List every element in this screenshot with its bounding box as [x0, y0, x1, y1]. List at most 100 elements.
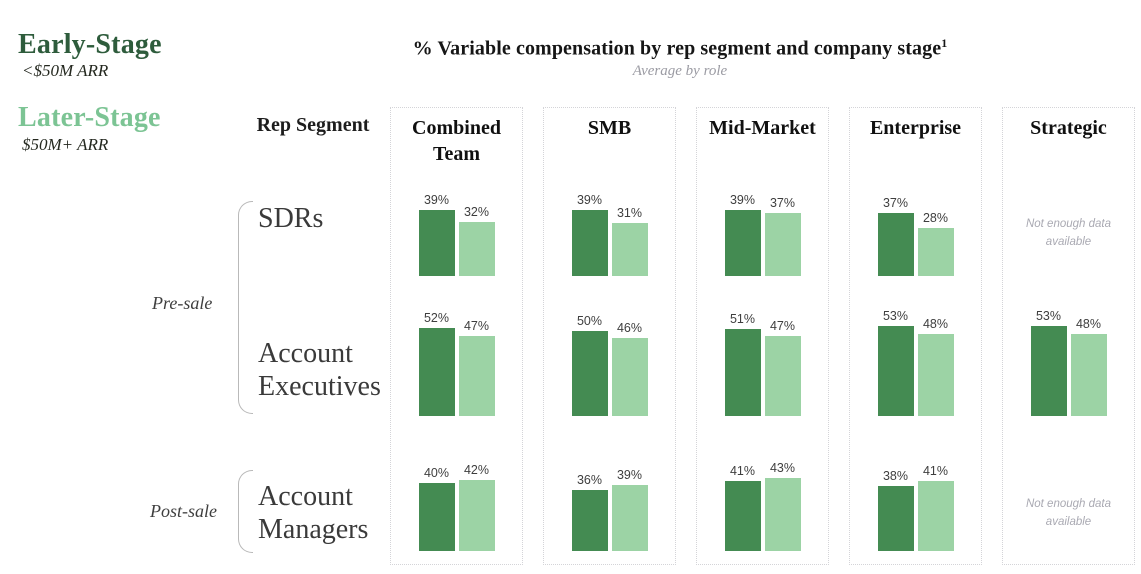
bar-later-stage — [611, 485, 648, 551]
bar-early-stage — [724, 481, 761, 551]
bar-early-stage — [724, 329, 761, 416]
bar-value-label: 37% — [769, 196, 796, 210]
bar-early-stage — [418, 210, 455, 276]
bar-group: 53% 48% — [850, 309, 981, 416]
group-label-post-sale: Post-sale — [150, 501, 217, 521]
bar-later-stage — [458, 336, 495, 416]
bar-group: 37% 28% — [850, 196, 981, 276]
column-mid-market: Mid-Market 39% 37% 51% 47% 41% 43% — [696, 107, 829, 565]
bar-value-label: 47% — [769, 319, 796, 333]
bar-group: 36% 39% — [544, 468, 675, 551]
pre-sale-bracket — [238, 201, 253, 414]
bar-value-label: 50% — [576, 314, 603, 328]
bar-wrap: 36% — [571, 473, 608, 551]
bar-value-label: 31% — [616, 206, 643, 220]
bar-later-stage — [917, 481, 954, 551]
bar-group: 41% 43% — [697, 461, 828, 551]
bar-wrap: 37% — [764, 196, 801, 276]
bar-group: 40% 42% — [391, 463, 522, 551]
bar-value-label: 42% — [463, 463, 490, 477]
no-data-text: Not enough data available — [1025, 498, 1112, 528]
stage-legend: Early-Stage <$50M ARR Later-Stage $50M+ … — [18, 30, 162, 155]
bar-later-stage — [458, 480, 495, 551]
column-header: Combined Team — [412, 117, 501, 165]
column-combined-team: Combined Team 39% 32% 52% 47% 40% 42% — [390, 107, 523, 565]
bar-group: 39% 37% — [697, 193, 828, 276]
bar-later-stage — [611, 223, 648, 276]
bar-value-label: 36% — [576, 473, 603, 487]
bar-wrap: 39% — [418, 193, 455, 276]
bar-wrap: 46% — [611, 321, 648, 416]
bar-value-label: 52% — [423, 311, 450, 325]
bar-value-label: 43% — [769, 461, 796, 475]
bar-wrap: 43% — [764, 461, 801, 551]
bar-wrap: 41% — [917, 464, 954, 551]
bar-value-label: 51% — [729, 312, 756, 326]
bar-value-label: 40% — [423, 466, 450, 480]
bar-wrap: 50% — [571, 314, 608, 416]
bar-value-label: 53% — [1035, 309, 1062, 323]
bar-later-stage — [917, 228, 954, 276]
bar-group: 38% 41% — [850, 464, 981, 551]
bar-wrap: 39% — [611, 468, 648, 551]
legend-early-stage-range: <$50M ARR — [22, 61, 109, 81]
bar-group: 39% 31% — [544, 193, 675, 276]
bar-wrap: 53% — [877, 309, 914, 416]
bar-value-label: 47% — [463, 319, 490, 333]
bar-later-stage — [917, 334, 954, 416]
bar-later-stage — [458, 222, 495, 276]
bar-early-stage — [571, 331, 608, 416]
bar-value-label: 32% — [463, 205, 490, 219]
rep-segment-header: Rep Segment — [256, 114, 370, 136]
chart-subtitle: Average by role — [632, 62, 728, 79]
bar-early-stage — [418, 483, 455, 551]
bar-wrap: 51% — [724, 312, 761, 416]
bar-value-label: 41% — [922, 464, 949, 478]
bar-early-stage — [877, 326, 914, 416]
bar-wrap: 37% — [877, 196, 914, 276]
bar-wrap: 47% — [764, 319, 801, 416]
group-label-pre-sale: Pre-sale — [152, 293, 213, 313]
bar-wrap: 28% — [917, 211, 954, 276]
bar-wrap: 52% — [418, 311, 455, 416]
bar-wrap: 31% — [611, 206, 648, 276]
row-label-account-executives: Account Executives — [258, 338, 381, 403]
bar-value-label: 39% — [616, 468, 643, 482]
legend-later-stage-range: $50M+ ARR — [22, 134, 109, 154]
no-data-text: Not enough data available — [1025, 218, 1112, 248]
bar-later-stage — [764, 336, 801, 416]
bar-wrap: 47% — [458, 319, 495, 416]
chart-title-text: % Variable compensation by rep segment a… — [412, 37, 942, 60]
bar-value-label: 48% — [922, 317, 949, 331]
bar-later-stage — [764, 478, 801, 551]
bar-wrap: 41% — [724, 464, 761, 551]
bar-wrap: 38% — [877, 469, 914, 551]
bar-wrap: 39% — [571, 193, 608, 276]
bar-later-stage — [611, 338, 648, 416]
footnote-marker: 1 — [941, 36, 948, 50]
bar-value-label: 39% — [423, 193, 450, 207]
bar-wrap: 53% — [1030, 309, 1067, 416]
bar-later-stage — [764, 213, 801, 276]
column-strategic: Strategic Not enough data available 53% 48%… — [1002, 107, 1135, 565]
bar-value-label: 41% — [729, 464, 756, 478]
bar-wrap: 40% — [418, 466, 455, 551]
bar-group: 50% 46% — [544, 314, 675, 416]
bar-wrap: 39% — [724, 193, 761, 276]
bar-value-label: 48% — [1075, 317, 1102, 331]
bar-value-label: 46% — [616, 321, 643, 335]
bar-value-label: 28% — [922, 211, 949, 225]
bar-group: 52% 47% — [391, 311, 522, 416]
legend-early-stage-label: Early-Stage — [18, 29, 162, 60]
column-header: Strategic — [1030, 117, 1107, 139]
post-sale-bracket — [238, 470, 253, 553]
column-header: Enterprise — [869, 117, 962, 139]
column-header: SMB — [587, 117, 632, 139]
bar-group: 53% 48% — [1003, 309, 1134, 416]
bar-later-stage — [1070, 334, 1107, 416]
column-enterprise: Enterprise 37% 28% 53% 48% 38% 41% — [849, 107, 982, 565]
bar-early-stage — [724, 210, 761, 276]
bar-early-stage — [571, 490, 608, 551]
row-label-account-managers: Account Managers — [258, 481, 369, 546]
chart-header: % Variable compensation by rep segment a… — [220, 36, 1140, 80]
